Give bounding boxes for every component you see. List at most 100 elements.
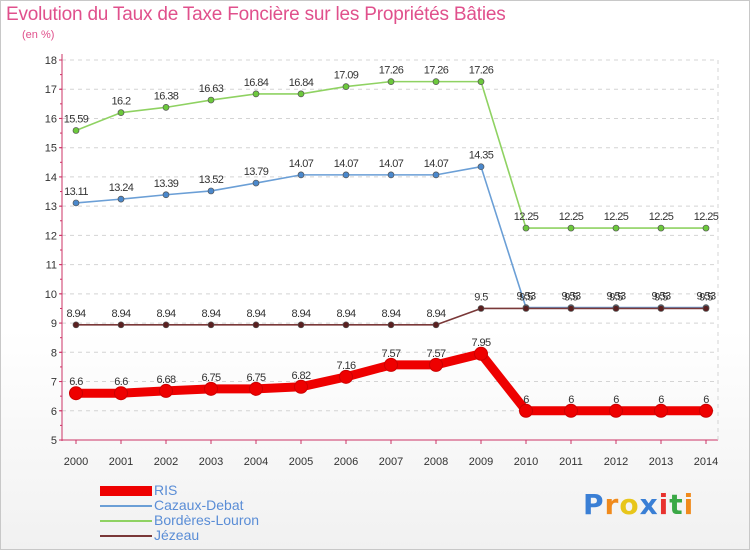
- data-point-ris: [249, 381, 263, 396]
- data-point-borderes-louron: [432, 78, 440, 85]
- data-label-ris: 6.68: [156, 374, 175, 386]
- data-point-jezeau: [657, 305, 665, 312]
- y-tick-label: 18: [45, 55, 57, 67]
- data-point-jezeau: [612, 305, 620, 312]
- data-label-jezeau: 9.5: [609, 291, 623, 303]
- data-label-jezeau: 8.94: [426, 308, 445, 320]
- data-point-borderes-louron: [342, 83, 350, 90]
- data-label-borderes-louron: 17.26: [379, 65, 404, 77]
- legend-label-jezeau: Jézeau: [154, 527, 200, 543]
- y-tick-label: 15: [45, 143, 57, 155]
- logo-letter: i: [658, 488, 670, 521]
- data-point-ris: [654, 403, 668, 418]
- y-tick-label: 10: [45, 289, 57, 301]
- legend-swatch-ris: [100, 486, 152, 496]
- data-point-jezeau: [522, 305, 530, 312]
- data-point-cazaux-debat: [387, 171, 395, 179]
- data-label-cazaux-debat: 14.35: [469, 150, 494, 162]
- data-point-cazaux-debat: [297, 171, 305, 179]
- data-point-jezeau: [567, 305, 575, 312]
- data-label-jezeau: 8.94: [381, 308, 400, 320]
- data-point-ris: [564, 403, 578, 418]
- data-label-cazaux-debat: 9.53: [651, 291, 670, 303]
- data-point-jezeau: [342, 321, 350, 329]
- data-label-jezeau: 8.94: [66, 308, 85, 320]
- data-label-borderes-louron: 17.09: [334, 70, 359, 82]
- data-point-borderes-louron: [297, 90, 305, 98]
- y-tick-label: 12: [45, 230, 57, 242]
- data-point-cazaux-debat: [432, 171, 440, 179]
- data-point-ris: [294, 379, 308, 394]
- data-point-borderes-louron: [612, 224, 620, 232]
- data-point-borderes-louron: [387, 78, 395, 85]
- data-label-borderes-louron: 12.25: [514, 211, 539, 223]
- data-label-ris: 6: [703, 394, 709, 406]
- data-label-borderes-louron: 12.25: [694, 211, 719, 223]
- y-tick-label: 8: [51, 347, 57, 359]
- y-tick-label: 11: [46, 260, 57, 272]
- legend-label-ris: RIS: [154, 482, 178, 498]
- data-label-jezeau: 9.5: [519, 291, 533, 303]
- logo-letter: o: [619, 488, 640, 521]
- data-label-ris: 7.95: [471, 337, 490, 349]
- y-tick-label: 9: [51, 318, 57, 330]
- data-point-jezeau: [117, 321, 125, 329]
- data-label-ris: 6.75: [246, 372, 265, 384]
- data-label-cazaux-debat: 14.07: [424, 158, 449, 170]
- data-point-jezeau: [252, 321, 260, 329]
- data-label-cazaux-debat: 13.24: [109, 182, 134, 194]
- data-point-borderes-louron: [657, 224, 665, 232]
- data-point-ris: [609, 403, 623, 418]
- data-label-borderes-louron: 12.25: [559, 211, 584, 223]
- data-label-jezeau: 8.94: [201, 308, 220, 320]
- data-label-jezeau: 8.94: [336, 308, 355, 320]
- logo-letter: r: [604, 488, 620, 521]
- x-tick-label: 2003: [199, 456, 223, 468]
- data-point-borderes-louron: [72, 127, 80, 134]
- y-tick-label: 6: [51, 406, 57, 418]
- data-point-ris: [204, 381, 218, 396]
- data-label-ris: 7.16: [336, 360, 355, 372]
- data-point-cazaux-debat: [342, 171, 350, 179]
- data-point-cazaux-debat: [117, 195, 125, 203]
- data-point-ris: [519, 403, 533, 418]
- data-point-ris: [699, 403, 713, 418]
- data-point-ris: [384, 357, 398, 372]
- x-tick-label: 2005: [289, 456, 313, 468]
- logo-letter: x: [639, 488, 659, 521]
- data-label-ris: 6.75: [201, 372, 220, 384]
- x-tick-label: 2014: [694, 456, 718, 468]
- data-label-ris: 6.6: [69, 376, 83, 388]
- data-label-cazaux-debat: 9.53: [516, 291, 535, 303]
- data-point-ris: [429, 357, 443, 372]
- unit-label: (en %): [22, 29, 55, 41]
- data-label-cazaux-debat: 9.53: [606, 291, 625, 303]
- data-point-ris: [474, 346, 488, 361]
- data-point-cazaux-debat: [72, 199, 80, 207]
- data-point-borderes-louron: [567, 224, 575, 232]
- data-point-borderes-louron: [162, 104, 170, 111]
- x-tick-label: 2002: [154, 456, 178, 468]
- data-label-cazaux-debat: 14.07: [379, 158, 404, 170]
- x-tick-label: 2000: [64, 456, 88, 468]
- x-tick-label: 2008: [424, 456, 448, 468]
- data-label-jezeau: 9.5: [474, 291, 488, 303]
- data-label-borderes-louron: 12.25: [604, 211, 629, 223]
- x-tick-label: 2004: [244, 456, 268, 468]
- y-tick-label: 16: [45, 113, 57, 125]
- legend-label-borderes-louron: Bordères-Louron: [154, 512, 260, 528]
- y-tick-label: 14: [45, 172, 57, 184]
- data-point-ris: [69, 386, 83, 401]
- data-label-jezeau: 9.5: [564, 291, 578, 303]
- data-point-cazaux-debat: [162, 191, 170, 199]
- data-label-jezeau: 9.5: [654, 291, 668, 303]
- data-point-cazaux-debat: [252, 179, 260, 187]
- data-label-jezeau: 8.94: [156, 308, 175, 320]
- data-point-jezeau: [477, 305, 485, 312]
- data-label-borderes-louron: 16.84: [244, 77, 269, 89]
- data-label-cazaux-debat: 13.79: [244, 166, 269, 178]
- data-label-ris: 6.82: [291, 370, 310, 382]
- data-point-ris: [114, 386, 128, 401]
